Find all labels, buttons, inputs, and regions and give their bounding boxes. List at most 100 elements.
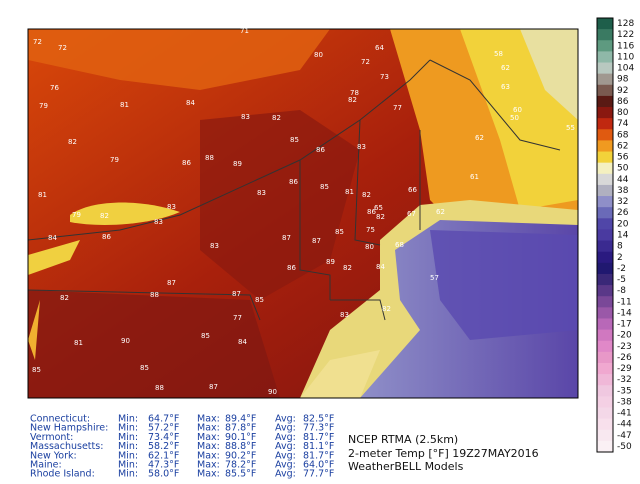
stat-label: Max: bbox=[197, 460, 220, 471]
colorbar-swatch bbox=[597, 240, 613, 253]
stat-label: Min: bbox=[118, 423, 138, 434]
stats-table: Connecticut: Min: 64.7°F Max: 89.4°F Avg: 82.5… bbox=[30, 414, 334, 480]
temp-label: 87 bbox=[282, 234, 291, 242]
colorbar-label: 110 bbox=[617, 52, 634, 62]
stat-value: 87.8°F bbox=[225, 423, 256, 434]
colorbar-swatch bbox=[597, 429, 613, 442]
colorbar-label: -17 bbox=[617, 320, 632, 330]
stat-value: 82.5°F bbox=[303, 414, 334, 425]
colorbar-label: 74 bbox=[617, 119, 629, 129]
colorbar-swatch bbox=[597, 251, 613, 264]
title-line: NCEP RTMA (2.5km) bbox=[348, 433, 458, 446]
colorbar-label: -44 bbox=[617, 420, 632, 430]
colorbar-swatch bbox=[597, 95, 613, 108]
colorbar-label: 8 bbox=[617, 242, 623, 252]
temp-label: 75 bbox=[366, 226, 375, 234]
temp-label: 82 bbox=[272, 114, 281, 122]
temp-label: 77 bbox=[393, 104, 402, 112]
temp-label: 86 bbox=[287, 264, 296, 272]
colorbar-label: 50 bbox=[617, 164, 629, 174]
temp-label: 79 bbox=[110, 156, 119, 164]
colorbar-swatch bbox=[597, 196, 613, 208]
temp-label: 86 bbox=[182, 159, 191, 167]
colorbar-label: -50 bbox=[617, 442, 632, 452]
colorbar-swatch bbox=[597, 440, 613, 453]
colorbar-swatch bbox=[597, 385, 613, 397]
temp-label: 65 bbox=[374, 204, 383, 212]
temp-label: 84 bbox=[238, 338, 247, 346]
stat-value: 89.4°F bbox=[225, 414, 256, 425]
state-name: Connecticut: bbox=[30, 414, 90, 425]
stat-label: Max: bbox=[197, 450, 220, 461]
stat-label: Min: bbox=[118, 450, 138, 461]
colorbar-label: 104 bbox=[617, 64, 634, 74]
stat-value: 90.1°F bbox=[225, 432, 256, 443]
stat-label: Avg: bbox=[275, 432, 296, 443]
stat-value: 81.7°F bbox=[303, 432, 334, 443]
title-line: WeatherBELL Models bbox=[348, 460, 464, 473]
colorbar-swatch bbox=[597, 162, 613, 175]
colorbar-swatch bbox=[597, 18, 613, 30]
title-line: 2-meter Temp [°F] 19Z27MAY2016 bbox=[348, 447, 539, 460]
stat-label: Max: bbox=[197, 432, 220, 443]
stat-label: Max: bbox=[197, 469, 220, 480]
stat-value: 64.7°F bbox=[148, 414, 179, 425]
temp-label: 82 bbox=[343, 264, 352, 272]
temp-label: 83 bbox=[340, 311, 349, 319]
colorbar-label: 44 bbox=[617, 175, 629, 185]
colorbar-swatch bbox=[597, 340, 613, 353]
stat-value: 64.0°F bbox=[303, 460, 334, 471]
temp-label: 82 bbox=[100, 212, 109, 220]
borders bbox=[27, 59, 561, 321]
temp-label: 62 bbox=[475, 134, 484, 142]
temp-label: 82 bbox=[68, 138, 77, 146]
temp-label: 82 bbox=[376, 213, 385, 221]
colorbar-swatch bbox=[597, 218, 613, 230]
colorbar-label: -29 bbox=[617, 364, 632, 374]
colorbar-label: -20 bbox=[617, 331, 632, 341]
colorbar-swatch bbox=[597, 29, 613, 41]
temp-label: 90 bbox=[121, 337, 130, 345]
stat-value: 81.7°F bbox=[303, 450, 334, 461]
colorbar-label: 14 bbox=[617, 231, 629, 241]
colorbar-swatch bbox=[597, 40, 613, 52]
temp-label: 86 bbox=[102, 233, 111, 241]
temp-label: 85 bbox=[201, 332, 210, 340]
colorbar-swatch bbox=[597, 229, 613, 242]
temp-label: 83 bbox=[257, 189, 266, 197]
colorbar-swatch bbox=[597, 107, 613, 119]
colorbar-swatch bbox=[597, 374, 613, 386]
temp-label: 50 bbox=[510, 114, 519, 122]
temp-label: 82 bbox=[348, 96, 357, 104]
stat-label: Avg: bbox=[275, 460, 296, 471]
temp-label: 62 bbox=[501, 64, 510, 72]
stat-label: Avg: bbox=[275, 414, 296, 425]
colorbar-swatch bbox=[597, 273, 613, 286]
temp-label: 84 bbox=[376, 263, 385, 271]
temp-label: 82 bbox=[60, 294, 69, 302]
colorbar-label: 68 bbox=[617, 130, 629, 140]
temp-label: 83 bbox=[210, 242, 219, 250]
map bbox=[28, 29, 578, 398]
temp-label: 81 bbox=[120, 101, 129, 109]
state-name: Massachusetts: bbox=[30, 441, 103, 452]
state-name: New Hampshire: bbox=[30, 423, 108, 434]
colorbar-label: 56 bbox=[617, 153, 629, 163]
temp-label: 68 bbox=[395, 241, 404, 249]
stat-label: Min: bbox=[118, 469, 138, 480]
colorbar-label: -41 bbox=[617, 409, 632, 419]
colorbar-swatch bbox=[597, 173, 613, 186]
colorbar-label: 2 bbox=[617, 253, 623, 263]
colorbar-swatch bbox=[597, 140, 613, 153]
colorbar-label: 62 bbox=[617, 141, 628, 151]
stat-value: 73.4°F bbox=[148, 432, 179, 443]
temp-label: 85 bbox=[320, 183, 329, 191]
colorbar-label: -14 bbox=[617, 308, 632, 318]
stat-label: Avg: bbox=[275, 423, 296, 434]
temp-label: 86 bbox=[289, 178, 298, 186]
colorbar-label: -2 bbox=[617, 264, 626, 274]
temp-label: 80 bbox=[314, 51, 323, 59]
temp-label: 57 bbox=[430, 274, 439, 282]
temp-label: 60 bbox=[513, 106, 522, 114]
temp-label: 85 bbox=[335, 228, 344, 236]
